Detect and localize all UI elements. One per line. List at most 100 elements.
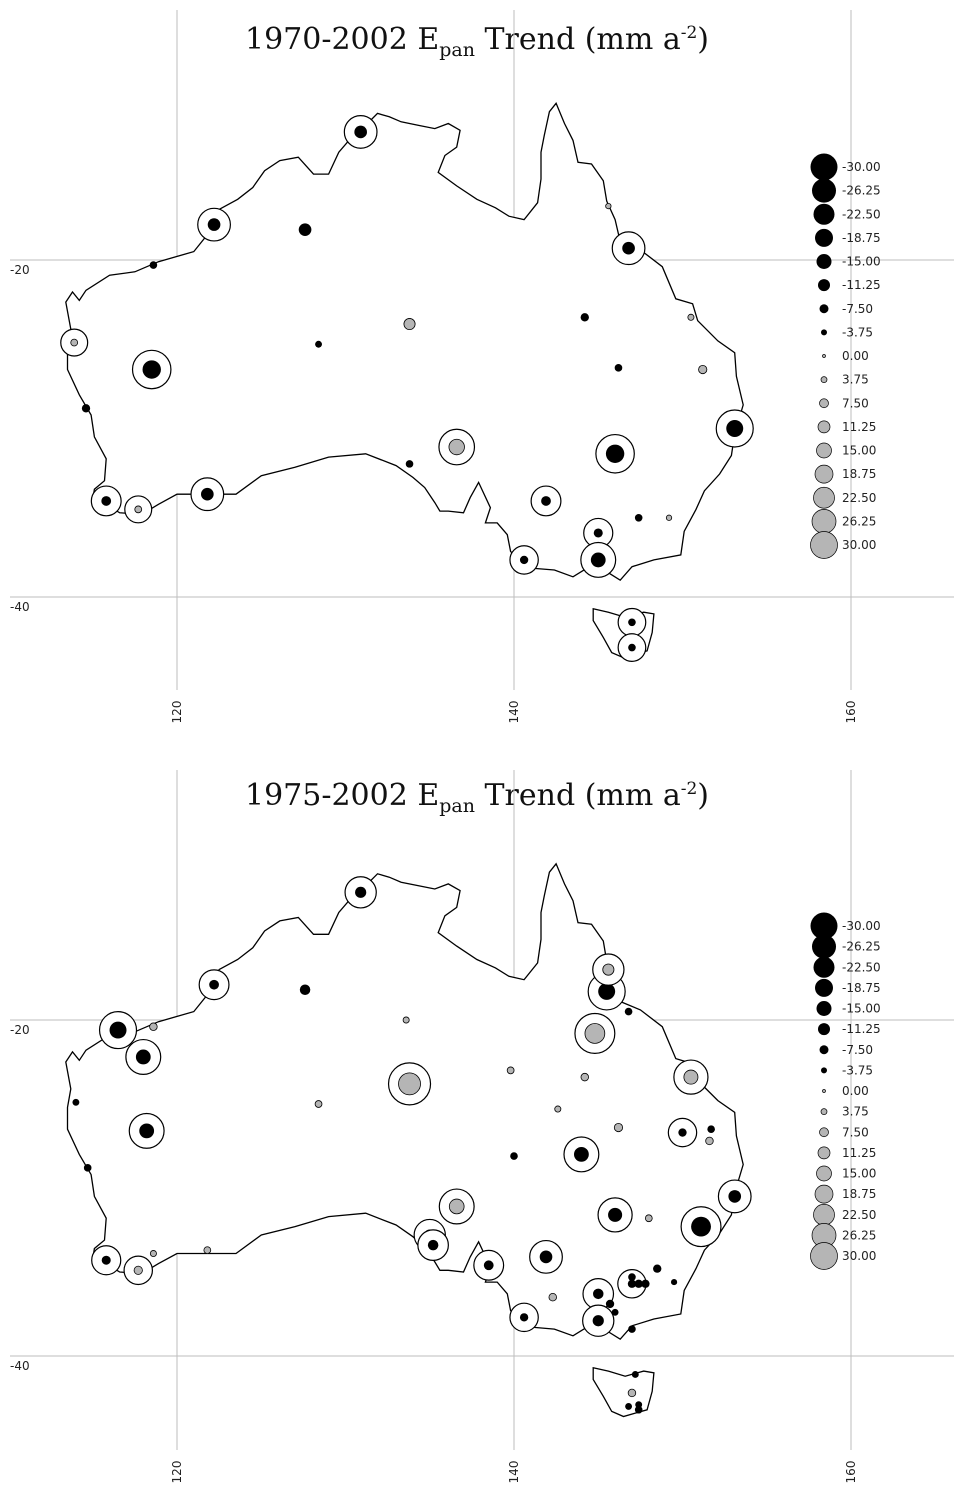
legend-label: -18.75 bbox=[842, 981, 881, 995]
station-marker bbox=[707, 1125, 715, 1133]
trend-dot bbox=[133, 1265, 143, 1275]
legend-label: 18.75 bbox=[842, 1187, 876, 1201]
australia-coastline bbox=[65, 102, 744, 582]
station-marker bbox=[60, 328, 89, 357]
legend-swatch bbox=[819, 1127, 829, 1138]
legend-swatch bbox=[815, 978, 833, 997]
legend-swatch bbox=[813, 956, 835, 978]
trend-dot bbox=[139, 1123, 155, 1139]
trend-dot bbox=[665, 514, 673, 521]
legend-swatch bbox=[812, 934, 836, 959]
station-marker bbox=[529, 1239, 563, 1274]
station-marker bbox=[698, 364, 708, 375]
trend-dot bbox=[628, 618, 636, 627]
station-marker bbox=[473, 1249, 505, 1281]
trend-dot bbox=[602, 963, 615, 976]
trend-dot bbox=[622, 241, 635, 255]
station-marker bbox=[605, 202, 612, 210]
station-marker bbox=[417, 1229, 449, 1261]
legend-label: 11.25 bbox=[842, 420, 876, 434]
lon-tick-label: 140 bbox=[507, 701, 521, 724]
station-marker bbox=[197, 207, 231, 242]
legend-label: 11.25 bbox=[842, 1146, 876, 1160]
trend-dot bbox=[149, 261, 158, 269]
legend-label: 0.00 bbox=[842, 1084, 869, 1098]
trend-dot bbox=[405, 460, 414, 468]
station-marker bbox=[343, 115, 378, 149]
station-marker bbox=[605, 1299, 615, 1309]
trend-dot bbox=[519, 555, 529, 565]
lat-tick-label: -20 bbox=[10, 263, 30, 277]
station-marker bbox=[344, 876, 377, 909]
station-marker bbox=[548, 1293, 557, 1302]
trend-dot bbox=[593, 1288, 604, 1300]
station-marker bbox=[667, 1117, 698, 1148]
legend-label: -26.25 bbox=[842, 940, 881, 954]
trend-dot bbox=[81, 404, 91, 413]
legend-swatch bbox=[819, 1045, 829, 1055]
trend-dot bbox=[299, 984, 311, 995]
trend-dot bbox=[149, 1250, 157, 1258]
trend-dot bbox=[634, 1405, 643, 1414]
trend-dot bbox=[398, 1072, 421, 1096]
trend-dot bbox=[402, 1016, 410, 1024]
station-marker bbox=[315, 340, 322, 348]
legend-swatch bbox=[819, 304, 829, 314]
legend-label: 0.00 bbox=[842, 349, 869, 363]
station-marker bbox=[617, 633, 647, 662]
station-marker bbox=[563, 1136, 600, 1173]
station-marker bbox=[530, 485, 562, 517]
trend-dot bbox=[135, 1049, 151, 1065]
station-marker bbox=[673, 1059, 709, 1095]
lon-tick-label: 160 bbox=[844, 701, 858, 724]
station-marker bbox=[124, 495, 153, 524]
trend-dot bbox=[631, 1371, 639, 1378]
trend-dot bbox=[209, 979, 219, 990]
trend-dot bbox=[687, 313, 695, 321]
station-marker bbox=[554, 1105, 562, 1113]
legend-swatch bbox=[821, 1067, 827, 1074]
legend-swatch bbox=[814, 1184, 834, 1204]
legend-label: 18.75 bbox=[842, 467, 876, 481]
legend-label: 26.25 bbox=[842, 514, 876, 528]
station-marker bbox=[653, 1264, 662, 1273]
legend-swatch bbox=[816, 254, 832, 269]
trend-dot bbox=[70, 338, 79, 347]
trend-dot bbox=[519, 1313, 529, 1322]
trend-dot bbox=[101, 496, 112, 506]
trend-dot bbox=[101, 1255, 111, 1265]
station-marker bbox=[641, 1279, 650, 1288]
station-marker bbox=[299, 984, 311, 995]
station-marker bbox=[611, 231, 646, 266]
station-marker bbox=[634, 1279, 643, 1288]
station-marker bbox=[128, 1112, 165, 1149]
station-marker bbox=[680, 1206, 722, 1248]
trend-dot bbox=[634, 1279, 643, 1288]
station-marker bbox=[574, 1012, 616, 1054]
trend-dot bbox=[448, 438, 465, 456]
trend-dot bbox=[614, 364, 623, 372]
legend-label: -7.50 bbox=[842, 1043, 873, 1057]
legend-swatch bbox=[813, 203, 835, 225]
trend-dot bbox=[510, 1152, 518, 1160]
trend-dot bbox=[670, 1279, 678, 1286]
lon-tick-label: 120 bbox=[170, 1461, 184, 1484]
trend-dot bbox=[590, 552, 606, 568]
trend-dot bbox=[641, 1279, 650, 1288]
station-marker bbox=[81, 404, 91, 413]
station-marker bbox=[634, 514, 643, 522]
lon-tick-label: 120 bbox=[170, 701, 184, 724]
trend-dot bbox=[628, 1325, 636, 1333]
trend-dot bbox=[580, 1072, 589, 1082]
station-marker bbox=[387, 1062, 432, 1106]
legend-swatch bbox=[818, 279, 830, 292]
station-marker bbox=[149, 1022, 158, 1031]
station-marker bbox=[510, 1152, 518, 1160]
trend-dot bbox=[698, 364, 708, 375]
trend-dot bbox=[605, 1299, 615, 1309]
station-marker bbox=[592, 953, 625, 986]
legend-label: 22.50 bbox=[842, 491, 876, 505]
legend-label: -18.75 bbox=[842, 231, 881, 245]
trend-dot bbox=[580, 313, 589, 322]
station-marker bbox=[617, 607, 647, 637]
